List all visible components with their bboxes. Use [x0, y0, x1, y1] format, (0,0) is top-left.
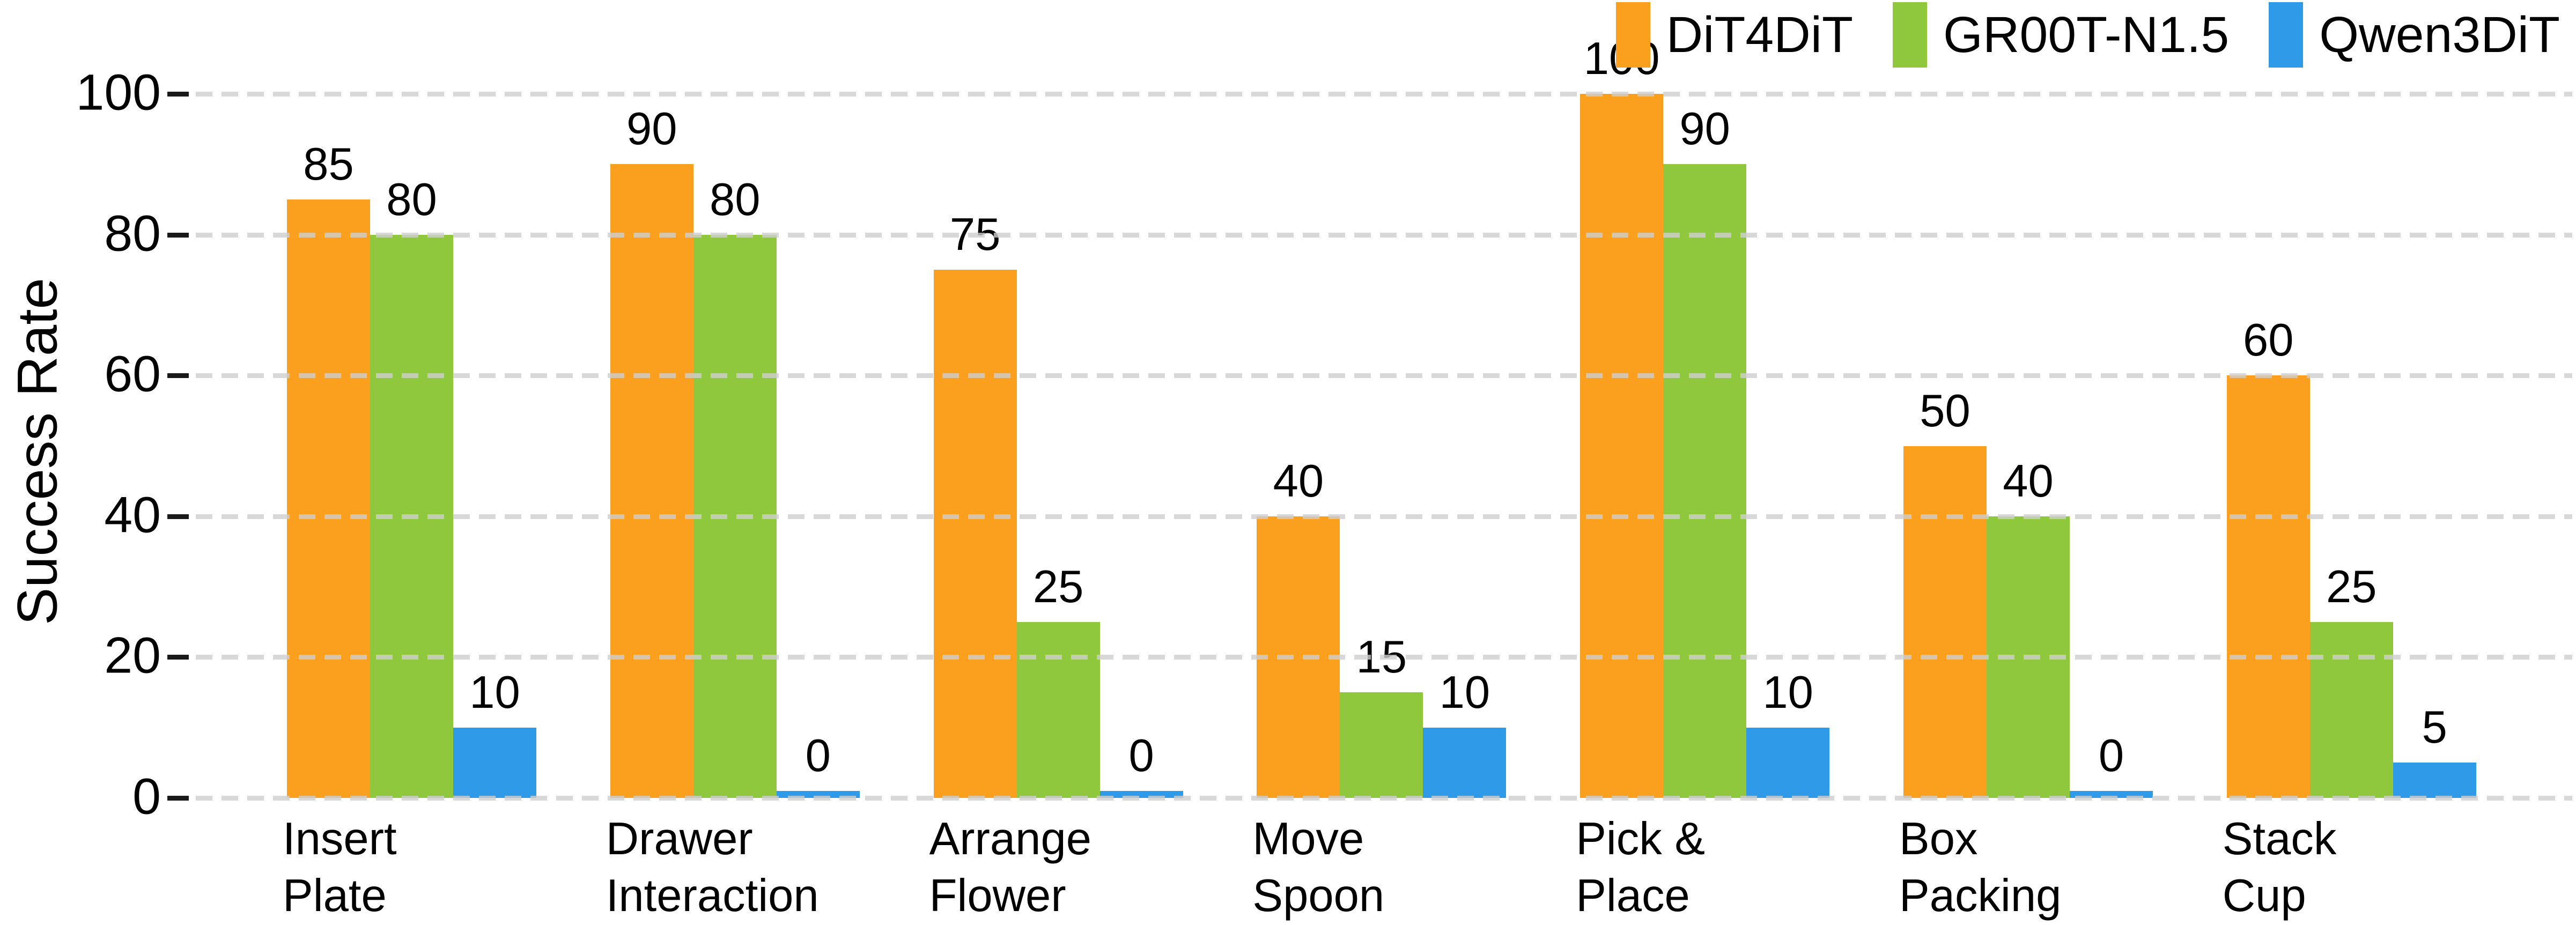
x-axis-label: Insert Plate [283, 813, 397, 922]
x-axis-label: Arrange Flower [929, 813, 1091, 922]
y-axis-title: Success Rate [6, 278, 69, 625]
y-tick-label: 80 [104, 205, 161, 262]
y-tick-mark [167, 373, 189, 379]
y-tick-mark [167, 514, 189, 519]
bar-value-label: 0 [2098, 730, 2124, 781]
bar [776, 790, 860, 798]
bar [610, 164, 693, 798]
bar-value-label: 50 [1920, 385, 1970, 436]
bar-value-label: 60 [2243, 315, 2294, 366]
x-axis-label: Move Spoon [1252, 813, 1385, 922]
legend-swatch-dit4dit [1615, 2, 1650, 68]
bar-value-label: 90 [1679, 103, 1730, 155]
bar-value-label: 0 [1128, 730, 1154, 781]
gridline [196, 232, 2572, 238]
bar [1580, 94, 1664, 798]
bar-value-label: 10 [469, 667, 520, 718]
y-tick-label: 60 [104, 345, 161, 403]
x-axis-label: Pick & Place [1576, 813, 1706, 922]
x-axis-label: Drawer Interaction [606, 813, 819, 922]
y-tick-mark [167, 796, 189, 801]
bar-value-label: 75 [949, 209, 1001, 261]
bar [693, 234, 777, 798]
bar [1016, 621, 1100, 798]
bar [453, 727, 536, 798]
bar-value-label: 10 [1762, 667, 1813, 718]
bar [933, 270, 1017, 798]
bar-value-label: 80 [710, 174, 761, 225]
bar [1423, 727, 1507, 798]
legend-item: DiT4DiT [1615, 2, 1853, 68]
x-axis-label: Box Packing [1899, 813, 2062, 922]
bar [2309, 621, 2393, 798]
legend-item: Qwen3DiT [2269, 2, 2560, 68]
bar [1340, 692, 1423, 798]
bar-value-label: 90 [626, 103, 677, 155]
legend-item: GR00T-N1.5 [1892, 2, 2230, 68]
bar-value-label: 5 [2422, 702, 2447, 753]
bar-value-label: 85 [303, 138, 354, 190]
legend-label: GR00T-N1.5 [1943, 6, 2230, 63]
gridline [196, 373, 2572, 379]
x-axis-label: Stack Cup [2222, 813, 2337, 922]
bar-value-label: 25 [2326, 561, 2377, 612]
legend-swatch-gr00t-n1-5 [1892, 2, 1927, 68]
bar-value-label: 25 [1032, 561, 1084, 612]
gridline [196, 92, 2572, 97]
legend-label: DiT4DiT [1666, 6, 1853, 63]
y-tick-label: 20 [104, 627, 161, 684]
bar-value-label: 0 [805, 730, 831, 781]
bar [1663, 164, 1747, 798]
bar-value-label: 10 [1439, 667, 1490, 718]
bar-value-label: 80 [386, 174, 437, 225]
legend-label: Qwen3DiT [2319, 6, 2560, 63]
bar-value-label: 40 [1273, 455, 1324, 507]
bar [2226, 375, 2310, 798]
legend: DiT4DiT GR00T-N1.5 Qwen3DiT [1615, 2, 2560, 68]
bar [2393, 763, 2476, 798]
y-tick-mark [167, 655, 189, 660]
bar [1746, 727, 1830, 798]
bar [1099, 790, 1183, 798]
bar-value-label: 40 [2003, 455, 2054, 507]
y-tick-label: 0 [132, 768, 161, 825]
bar [1903, 446, 1987, 798]
gridline [196, 514, 2572, 519]
legend-swatch-qwen3dit [2269, 2, 2304, 68]
bar [2070, 790, 2153, 798]
y-tick-mark [167, 92, 189, 97]
y-tick-label: 100 [76, 64, 161, 121]
bar [287, 199, 370, 798]
y-tick-mark [167, 232, 189, 238]
y-tick-label: 40 [104, 486, 161, 544]
